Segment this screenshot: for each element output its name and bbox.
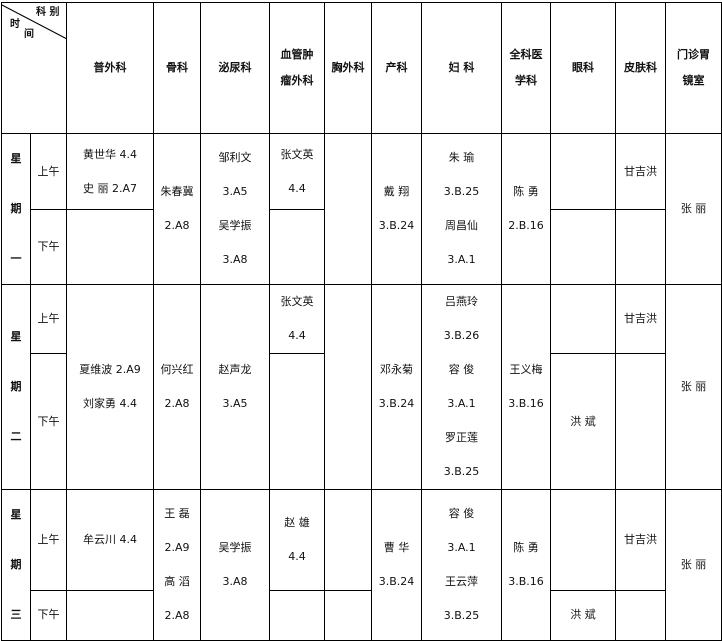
header-general-practice: 全科医 学科	[501, 2, 551, 134]
cell-thoracic-am	[324, 489, 372, 591]
cell-uro: 吴学振 3.A8	[200, 489, 270, 641]
header-gynecology: 妇 科	[421, 2, 502, 134]
cell-gyn: 吕燕玲 3.B.26 容 俊 3.A.1 罗正莲 3.B.25	[421, 284, 502, 490]
cell-gyn: 朱 瑜 3.B.25 周昌仙 3.A.1	[421, 133, 502, 285]
cell-obst: 曹 华 3.B.24	[371, 489, 422, 641]
cell-gp: 陈 勇 3.B.16	[501, 489, 551, 641]
corner-dept-label: 科 别	[36, 7, 60, 18]
cell-skin-pm	[615, 209, 666, 285]
slot-am: 上午	[30, 489, 67, 591]
cell-eye-pm	[550, 209, 616, 285]
corner-header: 科 别 时 间	[1, 2, 67, 134]
cell-endo: 张 丽	[665, 133, 722, 285]
cell-eye-am	[550, 132, 616, 211]
cell-vasc-pm	[269, 353, 325, 490]
slot-pm: 下午	[30, 353, 67, 490]
diagonal-line	[2, 4, 67, 40]
cell-gp: 陈 勇 2.B.16	[501, 133, 551, 285]
header-thoracic: 胸外科	[324, 2, 372, 134]
cell-obst: 邓永菊 3.B.24	[371, 284, 422, 490]
slot-am: 上午	[30, 132, 67, 211]
header-obstetrics: 产科	[371, 2, 422, 134]
cell-general: 夏维波 2.A9 刘家勇 4.4	[66, 284, 154, 490]
cell-vasc-pm	[269, 589, 325, 641]
cell-vasc-pm	[269, 209, 325, 285]
cell-gyn: 容 俊 3.A.1 王云萍 3.B.25	[421, 489, 502, 641]
header-orthopedics: 骨科	[153, 2, 201, 134]
cell-thoracic	[324, 284, 372, 490]
header-dermatology: 皮肤科	[615, 2, 666, 134]
slot-pm: 下午	[30, 209, 67, 285]
cell-vasc-am: 赵 雄 4.4	[269, 489, 325, 591]
slot-am: 上午	[30, 284, 67, 354]
header-general-surgery: 普外科	[66, 2, 154, 134]
cell-endo: 张 丽	[665, 284, 722, 490]
cell-thoracic-pm	[324, 589, 372, 641]
corner-time-label-b: 间	[24, 29, 34, 40]
day-label: 星 期 一	[1, 133, 31, 285]
cell-eye-am	[550, 284, 616, 354]
cell-skin-pm	[615, 589, 666, 641]
slot-pm: 下午	[30, 589, 67, 641]
day-label: 星 期 二	[1, 284, 31, 490]
cell-skin-am: 甘吉洪	[615, 284, 666, 354]
cell-uro: 赵声龙 3.A5	[200, 284, 270, 490]
header-vascular-oncology: 血管肿 瘤外科	[269, 2, 325, 134]
cell-endo: 张 丽	[665, 489, 722, 641]
header-endoscopy: 门诊胃 镜室	[665, 2, 722, 134]
cell-eye-am	[550, 489, 616, 591]
cell-uro: 邹利文 3.A5 吴学振 3.A8	[200, 133, 270, 285]
cell-ortho: 朱春冀 2.A8	[153, 133, 201, 285]
cell-gp: 王义梅 3.B.16	[501, 284, 551, 490]
header-ophthalmology: 眼科	[550, 2, 616, 134]
cell-general-pm	[66, 589, 154, 641]
cell-vasc-am: 张文英 4.4	[269, 284, 325, 354]
cell-vasc-am: 张文英 4.4	[269, 132, 325, 211]
cell-general-am: 牟云川 4.4	[66, 489, 154, 591]
cell-eye-pm: 洪 斌	[550, 589, 616, 641]
cell-ortho: 王 磊 2.A9 高 滔 2.A8	[153, 489, 201, 641]
cell-skin-am: 甘吉洪	[615, 132, 666, 211]
cell-eye-pm: 洪 斌	[550, 353, 616, 490]
cell-obst: 戴 翔 3.B.24	[371, 133, 422, 285]
header-urology: 泌尿科	[200, 2, 270, 134]
cell-skin-pm	[615, 353, 666, 490]
cell-general-pm	[66, 209, 154, 285]
cell-thoracic	[324, 133, 372, 285]
cell-skin-am: 甘吉洪	[615, 489, 666, 591]
cell-ortho: 何兴红 2.A8	[153, 284, 201, 490]
day-label: 星 期 三	[1, 489, 31, 641]
corner-time-label-a: 时	[10, 19, 20, 30]
cell-general-am: 黄世华 4.4 史 丽 2.A7	[66, 132, 154, 211]
